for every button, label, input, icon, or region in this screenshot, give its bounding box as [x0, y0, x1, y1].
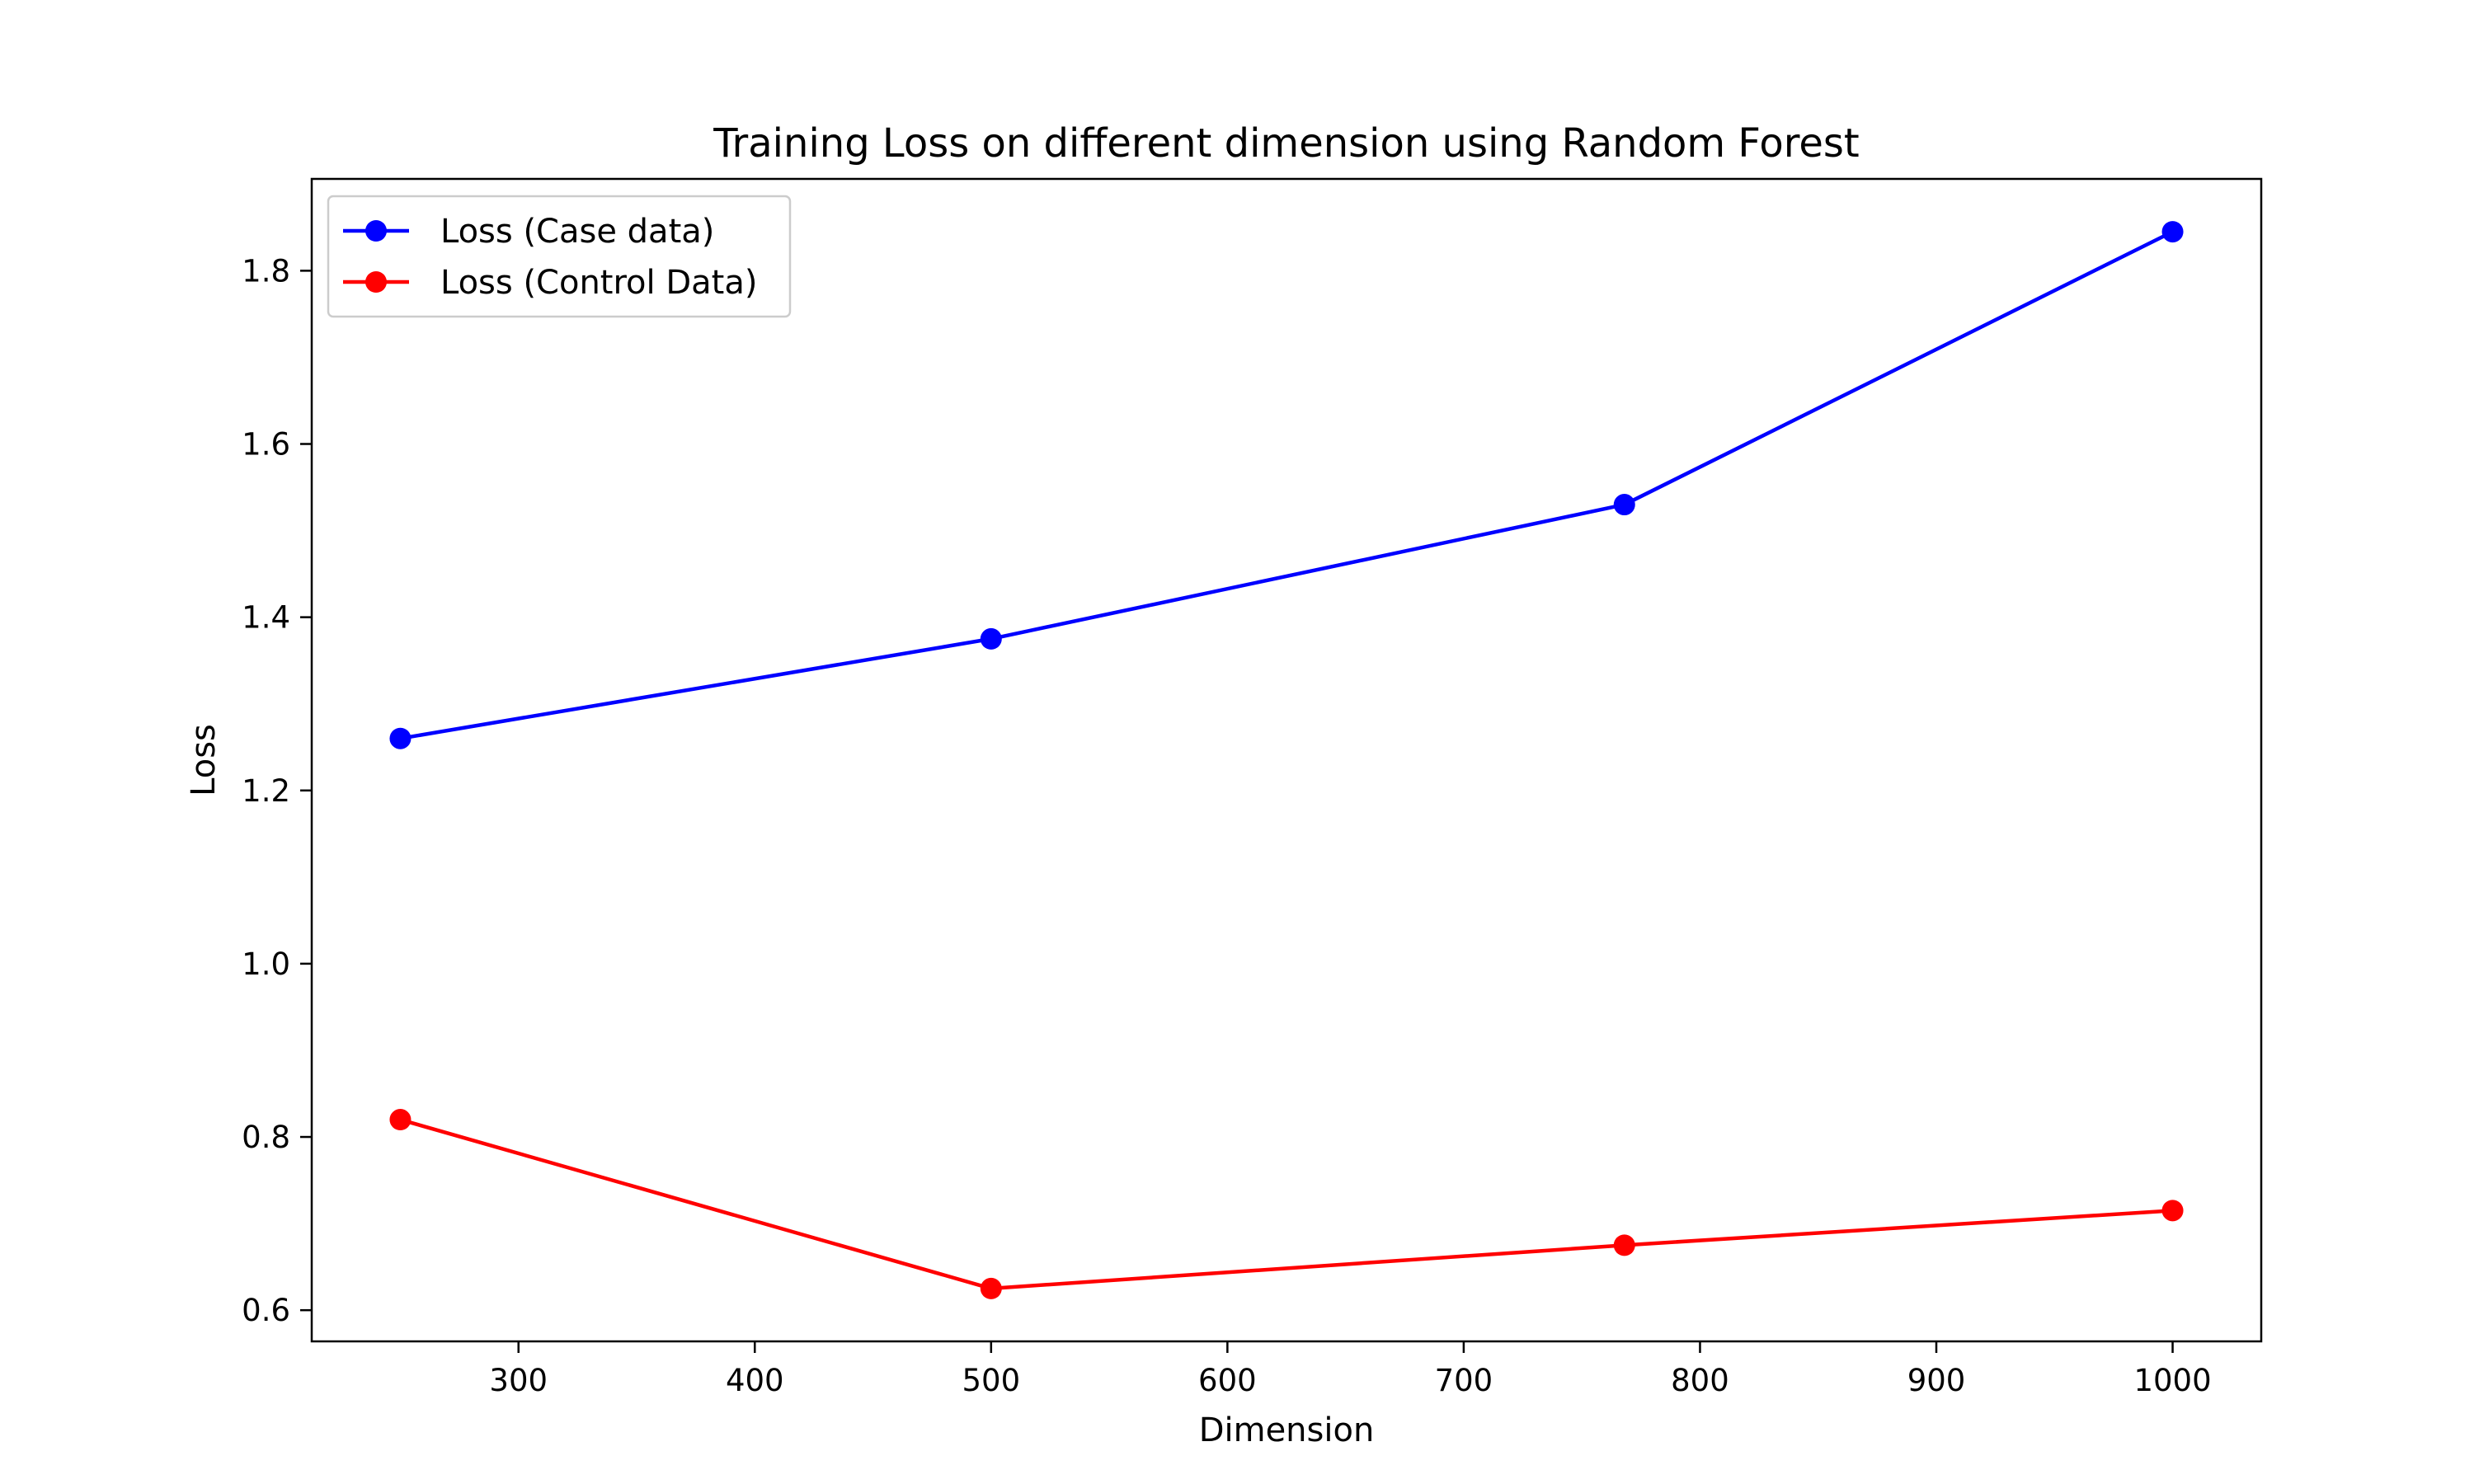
x-tick-label: 1000: [2133, 1363, 2211, 1398]
y-tick-label: 0.6: [242, 1293, 290, 1328]
x-tick-label: 300: [489, 1363, 548, 1398]
x-tick-label: 500: [962, 1363, 1021, 1398]
y-tick-label: 1.4: [242, 600, 290, 636]
y-axis-label: Loss: [185, 724, 223, 796]
x-tick-label: 400: [726, 1363, 784, 1398]
x-tick-label: 900: [1907, 1363, 1966, 1398]
x-axis: 300 400 500 600 700 800 900 1000: [489, 1341, 2212, 1398]
data-point: [389, 727, 412, 749]
y-tick-label: 1.6: [242, 427, 290, 463]
x-axis-label: Dimension: [1199, 1411, 1375, 1449]
x-tick-label: 800: [1671, 1363, 1729, 1398]
legend-marker: [365, 271, 387, 293]
series-line-2: [399, 1117, 2173, 1291]
legend-marker: [365, 220, 387, 242]
data-point: [389, 1109, 412, 1131]
data-point: [1613, 1234, 1635, 1256]
legend-label: Loss (Case data): [440, 213, 714, 251]
y-tick-label: 1.8: [242, 253, 290, 289]
data-point: [980, 627, 1002, 650]
legend: Loss (Case data) Loss (Control Data): [327, 195, 792, 318]
legend-box: [327, 195, 792, 318]
data-point: [980, 1277, 1002, 1299]
x-tick-label: 600: [1198, 1363, 1257, 1398]
y-tick-label: 0.8: [242, 1120, 290, 1155]
legend-label: Loss (Control Data): [440, 264, 757, 302]
y-axis: 0.6 0.8 1.0 1.2 1.4 1.6 1.8: [242, 253, 312, 1328]
series-line-1: [400, 230, 2174, 740]
data-point: [1613, 494, 1635, 516]
plot-area: [389, 221, 2184, 1299]
data-point: [2161, 221, 2184, 243]
y-tick-label: 1.0: [242, 946, 290, 982]
x-tick-label: 700: [1435, 1363, 1493, 1398]
data-point: [2161, 1200, 2184, 1222]
plot-frame: [310, 177, 2263, 1343]
y-tick-label: 1.2: [242, 773, 290, 809]
chart-title: Training Loss on different dimension usi…: [713, 120, 1859, 167]
